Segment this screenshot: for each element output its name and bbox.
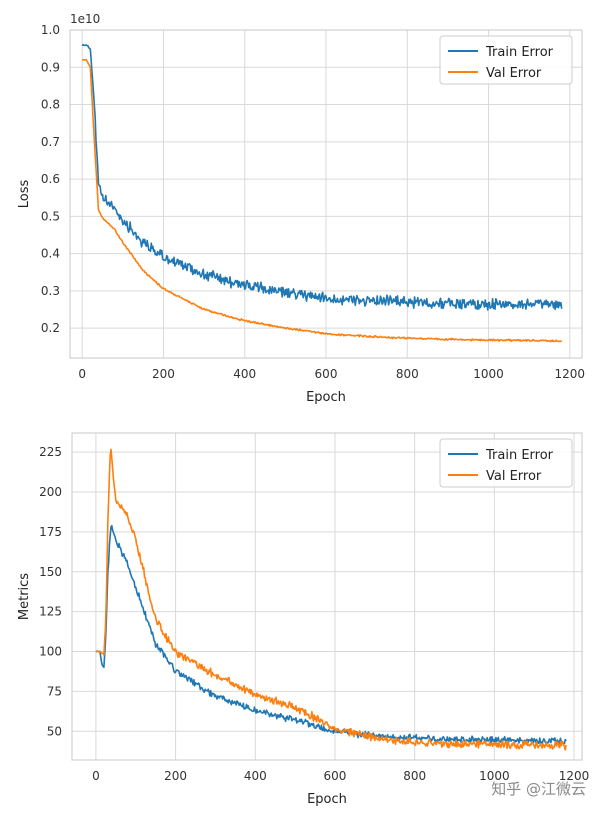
x-tick-label: 400 bbox=[233, 367, 256, 381]
x-tick-label: 600 bbox=[324, 769, 347, 783]
y-tick-label: 1.0 bbox=[41, 23, 60, 37]
y-tick-label: 175 bbox=[39, 525, 62, 539]
x-tick-label: 1200 bbox=[555, 367, 586, 381]
x-tick-label: 400 bbox=[244, 769, 267, 783]
y-tick-label: 225 bbox=[39, 445, 62, 459]
plot-frame bbox=[69, 29, 583, 359]
x-tick-label: 0 bbox=[78, 367, 86, 381]
y-tick-label: 50 bbox=[47, 724, 62, 738]
series-line-train bbox=[81, 43, 563, 311]
y-tick-label: 0.2 bbox=[41, 321, 60, 335]
x-tick-label: 200 bbox=[152, 367, 175, 381]
loss-y-axis-label: Loss bbox=[17, 180, 32, 209]
y-tick-label: 200 bbox=[39, 485, 62, 499]
watermark: 知乎 @江微云 bbox=[491, 780, 586, 798]
x-tick-label: 1000 bbox=[479, 769, 510, 783]
x-tick-label: 800 bbox=[403, 769, 426, 783]
y-tick-label: 75 bbox=[47, 684, 62, 698]
y-tick-label: 0.6 bbox=[41, 172, 60, 186]
y-tick-label: 0.5 bbox=[41, 209, 60, 223]
x-tick-label: 600 bbox=[315, 367, 338, 381]
metrics-legend-val-label: Val Error bbox=[486, 469, 542, 484]
metrics-legend: Train Error Val Error bbox=[439, 438, 573, 488]
loss-legend: Train Error Val Error bbox=[439, 35, 573, 85]
x-tick-label: 1000 bbox=[473, 367, 504, 381]
y-tick-label: 100 bbox=[39, 645, 62, 659]
x-tick-label: 1200 bbox=[559, 769, 590, 783]
metrics-y-axis-label: Metrics bbox=[17, 573, 32, 620]
x-tick-label: 0 bbox=[92, 769, 100, 783]
loss-legend-train-label: Train Error bbox=[485, 45, 554, 60]
series-line-train bbox=[95, 524, 567, 746]
loss-x-axis-label: Epoch bbox=[306, 390, 346, 405]
metrics-chart: 0 200 400 600 800 1000 1200 50 75 100 125 150 175 200… bbox=[17, 432, 590, 807]
y-tick-label: 0.4 bbox=[41, 247, 60, 261]
metrics-legend-train-label: Train Error bbox=[485, 448, 554, 463]
y-tick-label: 0.3 bbox=[41, 284, 60, 298]
metrics-x-axis-label: Epoch bbox=[307, 792, 347, 807]
y-tick-label: 0.7 bbox=[41, 135, 60, 149]
loss-plot-area: 0 200 400 600 800 1000 1200 0.2 0.3 0.4 0.5 0.6 0.7 0… bbox=[41, 23, 585, 381]
plot-frame bbox=[71, 432, 583, 761]
loss-chart: 0 200 400 600 800 1000 1200 0.2 0.3 0.4 0.5 0.6 0.7 0… bbox=[17, 12, 585, 405]
y-tick-label: 0.9 bbox=[41, 60, 60, 74]
series-line-val bbox=[95, 448, 567, 751]
x-tick-label: 200 bbox=[164, 769, 187, 783]
loss-offset-label: 1e10 bbox=[70, 12, 100, 26]
y-tick-label: 125 bbox=[39, 605, 62, 619]
y-tick-label: 150 bbox=[39, 565, 62, 579]
y-tick-label: 0.8 bbox=[41, 98, 60, 112]
series-line-val bbox=[82, 58, 563, 343]
loss-legend-val-label: Val Error bbox=[486, 66, 542, 81]
x-tick-label: 800 bbox=[396, 367, 419, 381]
